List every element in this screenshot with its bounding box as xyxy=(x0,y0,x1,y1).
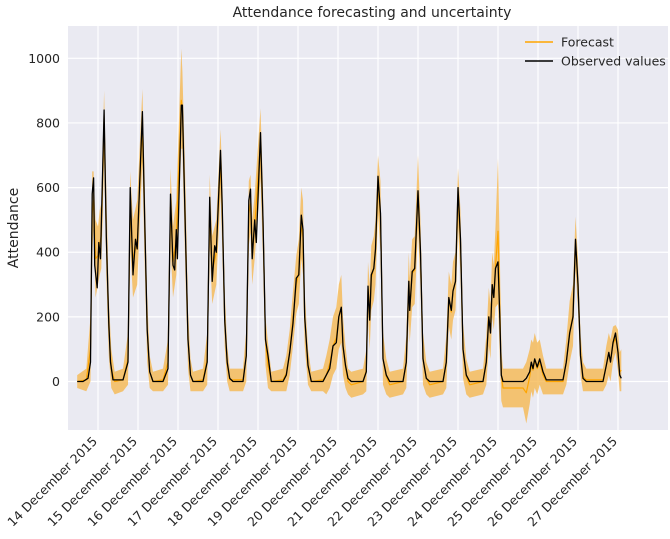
y-tick-label: 1000 xyxy=(28,51,60,66)
chart-title: Attendance forecasting and uncertainty xyxy=(233,5,512,21)
observed-line xyxy=(77,104,622,383)
y-tick-label: 800 xyxy=(36,115,60,130)
legend-label-forecast: Forecast xyxy=(561,35,614,50)
y-tick-labels: 0 200 400 600 800 1000 xyxy=(28,51,60,389)
legend-label-observed: Observed values xyxy=(561,54,666,69)
legend: Forecast Observed values xyxy=(525,35,666,69)
y-tick-label: 600 xyxy=(36,180,60,195)
y-tick-label: 0 xyxy=(52,374,60,389)
y-tick-label: 400 xyxy=(36,245,60,260)
observed-line-layer xyxy=(77,104,622,383)
y-axis-label: Attendance xyxy=(6,188,22,268)
y-tick-label: 200 xyxy=(36,309,60,324)
